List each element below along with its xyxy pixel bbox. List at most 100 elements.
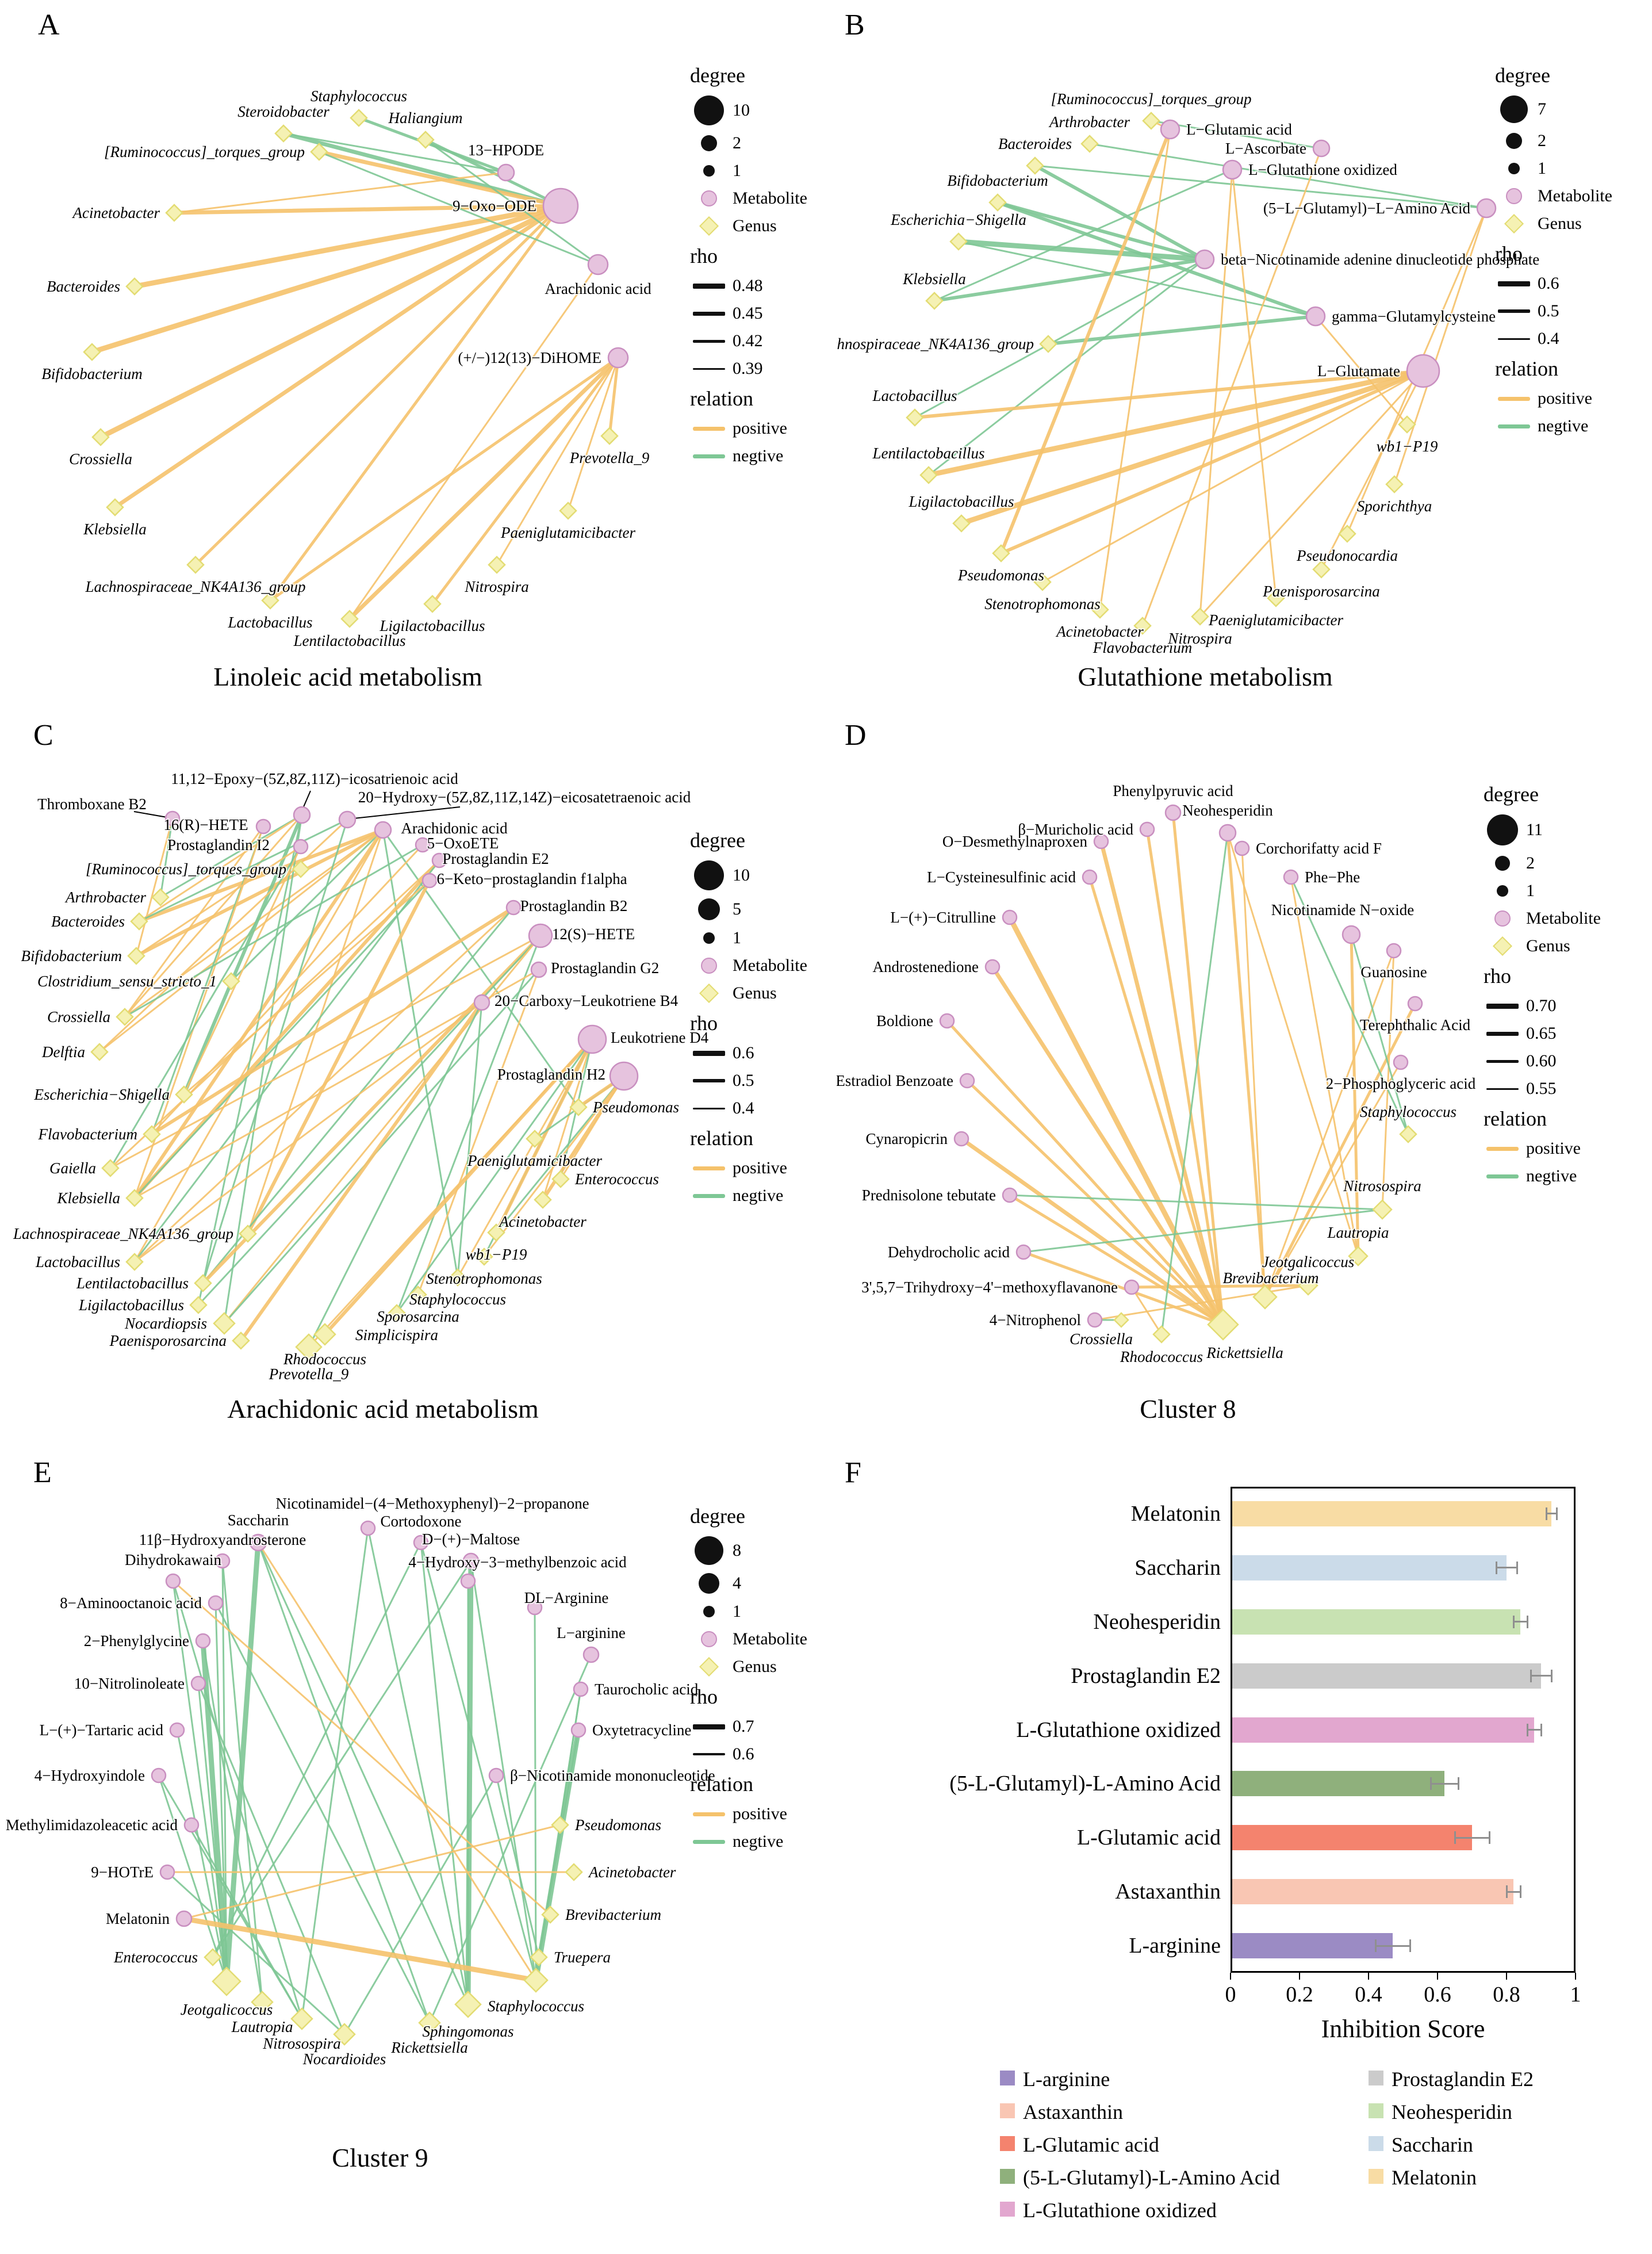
genus-node: [409, 1285, 427, 1304]
edge-negative: [1009, 1194, 1383, 1211]
relation-line-cell: [690, 1839, 728, 1844]
node-type-swatch-cell: [690, 1657, 728, 1677]
error-bar-cap: [1526, 1615, 1528, 1628]
edge-positive: [150, 906, 515, 1136]
metabolite-node: [169, 1722, 185, 1738]
legend-swatch: [1000, 2202, 1015, 2217]
edge-positive: [1241, 847, 1266, 1298]
genus-node: [541, 1905, 559, 1924]
edge-positive: [135, 828, 385, 958]
x-tick: [1575, 1973, 1576, 1980]
metabolite-node: [542, 187, 579, 224]
x-tick-label: 0.8: [1493, 1983, 1520, 2007]
metabolite-label: 20−Hydroxy−(5Z,8Z,11Z,14Z)−eicosatetraen…: [358, 789, 691, 806]
edge-negative: [1290, 876, 1409, 1135]
relation-line-icon: [693, 454, 725, 458]
metabolite-label: 9−HOTrE: [91, 1863, 154, 1881]
edge-negative: [1047, 315, 1317, 346]
panel-letter-e: E: [33, 1456, 52, 1489]
relation-line-cell: [690, 1166, 728, 1170]
genus-label: Escherichia−Shigella: [33, 1086, 170, 1103]
rho-line-icon: [693, 311, 725, 316]
genus-node: [204, 1948, 222, 1966]
genus-label: Haliangium: [388, 109, 462, 127]
metabolite-swatch-icon: [1506, 188, 1522, 204]
edge-negative: [933, 258, 1206, 303]
genus-label: Lachnospiraceae_NK4A136_group: [85, 578, 306, 595]
legend-rho-title: rho: [690, 1012, 718, 1035]
edge-negative: [420, 1541, 469, 2006]
degree-bubble-icon: [694, 860, 724, 890]
genus-label: Klebsiella: [57, 1189, 121, 1207]
edge-negative: [166, 1871, 346, 2035]
degree-bubble-cell: [1484, 885, 1521, 897]
edge-positive: [1099, 839, 1225, 1327]
genus-label: Delftia: [41, 1043, 85, 1061]
genus-node: [919, 466, 938, 484]
genus-node: [274, 124, 293, 143]
degree-bubble-cell: [1495, 163, 1533, 174]
edge-positive: [559, 1075, 625, 1180]
genus-node: [906, 408, 924, 427]
node-type-swatch-cell: [690, 1631, 728, 1647]
x-tick-label: 1: [1570, 1983, 1581, 2007]
metabolite-node: [587, 254, 609, 275]
edge-positive: [194, 204, 562, 567]
edge-positive: [945, 1019, 1225, 1326]
edge-positive: [542, 1038, 593, 1201]
edge-negative: [202, 1640, 263, 2003]
metabolite-label: L−Cysteinesulfinic acid: [927, 868, 1076, 886]
bar-legend-item: Melatonin: [1392, 2166, 1477, 2189]
metabolite-label: Nicotinamidel−(4−Methoxyphenyl)−2−propan…: [275, 1495, 589, 1512]
error-bar-cap: [1519, 1885, 1521, 1899]
rho-line-cell: [1484, 1003, 1521, 1009]
metabolite-label: Phe−Phe: [1305, 868, 1360, 886]
genus-label: Lautropia: [1327, 1224, 1389, 1241]
legend-degree-item: 1: [1484, 881, 1633, 901]
panel-letter-a: A: [38, 9, 60, 41]
error-bar: [1431, 1782, 1458, 1785]
network-legend-b: degree 7 2 1 Metabolite Genus rho 0.6 0.5 0.4 rela…: [1495, 58, 1645, 444]
legend-rho-item: 0.55: [1484, 1079, 1633, 1099]
panel-letter-c: C: [33, 719, 53, 752]
rho-line-cell: [690, 1107, 728, 1109]
genus-node: [530, 1948, 548, 1966]
genus-label: Truepera: [554, 1949, 611, 1966]
rho-line-cell: [690, 1753, 728, 1755]
metabolite-label: Oxytetracycline: [592, 1721, 691, 1739]
metabolite-node: [1406, 354, 1440, 388]
edge-positive: [137, 828, 385, 923]
bar-category-label: L-Glutathione oxidized: [1016, 1717, 1221, 1742]
genus-label: Flavobacterium: [1093, 639, 1192, 656]
bar-legend-item: Astaxanthin: [1023, 2100, 1123, 2123]
genus-node: [350, 109, 368, 127]
metabolite-node: [1283, 869, 1299, 885]
panel-b-glutathione-network: B L−Glutamic acid L−Ascorbate L−Glutathion…: [837, 0, 1652, 710]
genus-node: [186, 556, 205, 574]
genus-label: Sphingomonas: [422, 2023, 513, 2040]
edge-positive: [347, 355, 620, 621]
bar-category-label: L-arginine: [1129, 1934, 1221, 1958]
metabolite-label: D−(+)−Maltose: [422, 1530, 520, 1548]
error-bar-cap: [1505, 1885, 1508, 1899]
rho-value: 0.48: [733, 276, 763, 295]
metabolite-node: [462, 1552, 480, 1570]
degree-value: 1: [1526, 881, 1535, 900]
genus-label: Acinetobacter: [588, 1863, 676, 1881]
error-bar: [1513, 1621, 1527, 1623]
bar: [1232, 1663, 1541, 1689]
genus-label: Stenotrophomonas: [426, 1270, 542, 1287]
genus-label: wb1−P19: [1377, 438, 1438, 455]
rho-value: 0.4: [733, 1099, 754, 1118]
genus-label: Nocardiopsis: [124, 1315, 207, 1332]
genus-node: [292, 860, 310, 878]
metabolite-node: [255, 818, 271, 835]
legend-relation-item: positive: [690, 1158, 840, 1178]
rho-line-cell: [690, 311, 728, 316]
edge-negative: [457, 1001, 483, 1279]
edge-positive: [1199, 169, 1233, 618]
metabolite-label: 9−Oxo−ODE: [453, 197, 536, 215]
genus-label: Paeniglutamicibacter: [1208, 611, 1343, 629]
metabolite-node: [293, 806, 311, 824]
